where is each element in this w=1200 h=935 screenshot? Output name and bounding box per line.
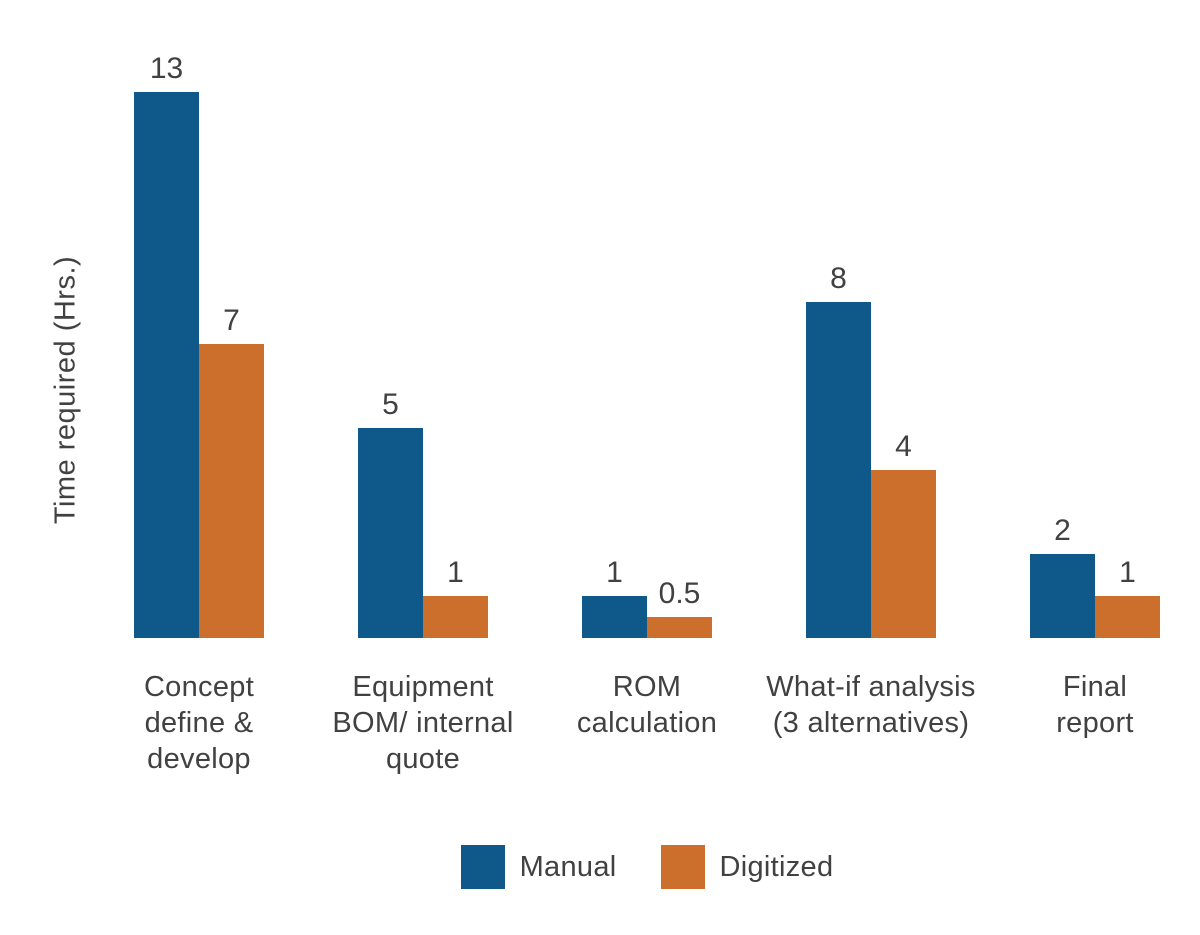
bar-value-label: 13 bbox=[149, 52, 184, 85]
legend-item-manual: Manual bbox=[460, 845, 617, 889]
bar-value-label: 7 bbox=[223, 304, 240, 337]
bar-group-rom-calculation: 1 0.5 ROM calculation bbox=[577, 92, 717, 739]
category-label: Concept define & develop bbox=[143, 671, 255, 775]
bar-digitized: 1 bbox=[423, 556, 488, 638]
bar-digitized: 0.5 bbox=[647, 577, 712, 638]
bar-value-label: 8 bbox=[830, 262, 847, 295]
bar-digitized: 4 bbox=[871, 430, 936, 638]
legend-label-manual: Manual bbox=[519, 850, 617, 883]
legend: Manual Digitized bbox=[134, 845, 1160, 889]
bar-manual: 13 bbox=[134, 52, 199, 638]
legend-item-digitized: Digitized bbox=[660, 845, 834, 889]
bar-value-label: 2 bbox=[1054, 514, 1071, 547]
manual-swatch bbox=[460, 845, 505, 889]
bar-manual: 5 bbox=[358, 388, 423, 638]
bar-value-label: 1 bbox=[1119, 556, 1136, 589]
category-label: What-if analysis (3 alternatives) bbox=[766, 671, 976, 739]
bar-manual: 1 bbox=[582, 556, 647, 638]
bar-manual: 2 bbox=[1030, 514, 1095, 638]
bar-group-final-report: 2 1 Final report bbox=[1030, 92, 1160, 739]
category-label: ROM calculation bbox=[576, 671, 718, 739]
digitized-swatch bbox=[660, 845, 705, 889]
bar-value-label: 5 bbox=[382, 388, 399, 421]
bar-manual: 8 bbox=[806, 262, 871, 638]
legend-label-digitized: Digitized bbox=[719, 850, 834, 883]
category-label: Equipment BOM/ internal quote bbox=[332, 671, 514, 775]
bar-group-what-if-analysis: 8 4 What-if analysis (3 alternatives) bbox=[766, 92, 975, 739]
bar-value-label: 1 bbox=[606, 556, 623, 589]
plot-area: 13 7 Concept define & develop 5 1 Equipm… bbox=[134, 52, 1160, 775]
bar-value-label: 0.5 bbox=[658, 577, 701, 610]
bar-group-equipment-bom: 5 1 Equipment BOM/ internal quote bbox=[332, 92, 513, 775]
bar-value-label: 4 bbox=[895, 430, 912, 463]
y-axis-label: Time required (Hrs.) bbox=[49, 255, 82, 525]
bar-digitized: 1 bbox=[1095, 556, 1160, 638]
bar-digitized: 7 bbox=[199, 304, 264, 638]
category-label: Final report bbox=[1056, 671, 1134, 739]
bar-group-concept: 13 7 Concept define & develop bbox=[134, 52, 264, 775]
bar-value-label: 1 bbox=[447, 556, 464, 589]
